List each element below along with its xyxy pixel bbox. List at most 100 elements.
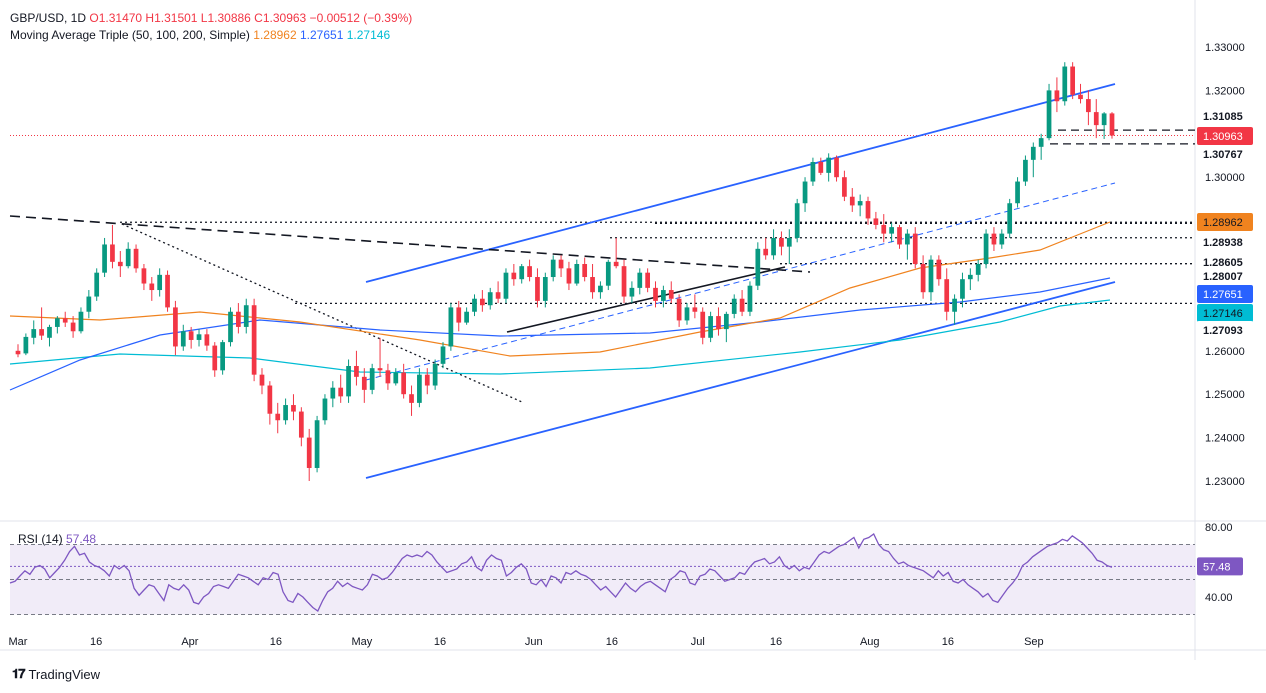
candle-body (1101, 113, 1107, 126)
candle-body (865, 201, 871, 219)
price-level-badge (1197, 233, 1253, 251)
candle-body (786, 237, 792, 247)
tradingview-logo-icon: 𝟏𝟕 (12, 667, 26, 682)
candle-body (409, 394, 414, 403)
candle-body (527, 266, 532, 278)
candle-body (1038, 138, 1044, 147)
candle-body (1030, 146, 1036, 160)
candle-body (739, 298, 745, 312)
candle-body (188, 331, 194, 340)
candle-body (983, 233, 989, 264)
ma100-value: 1.27651 (300, 28, 344, 42)
candle-body (975, 264, 981, 275)
candle-body (1007, 203, 1013, 234)
candle-body (920, 264, 926, 293)
candle-body (361, 376, 367, 390)
candle-body (393, 372, 399, 384)
candle-body (464, 311, 469, 323)
candle-body (747, 285, 753, 312)
rsi-value: 57.48 (66, 532, 97, 546)
time-tick-label: Jun (525, 636, 543, 648)
candle-body (661, 290, 666, 301)
candle-body (952, 298, 957, 312)
time-tick-label: 16 (434, 636, 446, 648)
price-level-badge (1197, 285, 1253, 303)
candle-body (731, 298, 737, 314)
price-level-label: 1.27093 (1203, 325, 1243, 337)
ma100-line (9, 277, 1111, 391)
candle-body (692, 307, 698, 312)
candle-body (629, 287, 635, 297)
time-tick-label: Sep (1024, 636, 1044, 648)
price-axis: 1.330001.320001.310001.300001.290001.280… (1197, 42, 1253, 604)
rsi-tick-label: 40.00 (1205, 592, 1233, 604)
candle-body (110, 244, 115, 262)
candle-body (928, 259, 934, 293)
price-level-badge (1197, 107, 1253, 125)
price-level-label: 1.30767 (1203, 149, 1243, 161)
candle-body (306, 437, 312, 468)
channel-upper-line (365, 83, 1116, 283)
candle-body (849, 196, 855, 206)
candle-body (511, 272, 517, 280)
candle-body (86, 296, 92, 312)
candle-body (621, 266, 627, 297)
rsi-title[interactable]: RSI (14) (18, 532, 63, 546)
candle-body (550, 259, 556, 278)
symbol-label[interactable]: GBP/USD, 1D (10, 11, 87, 25)
tradingview-brand[interactable]: 𝟏𝟕 TradingView (12, 667, 100, 682)
candle-body (338, 387, 344, 397)
candle-body (716, 316, 721, 330)
candle-body (802, 181, 808, 204)
candle-body (566, 268, 572, 284)
candle-body (1054, 90, 1060, 102)
ohlc-values: O1.31470 H1.31501 L1.30886 C1.30963 −0.0… (89, 11, 413, 25)
candle-body (700, 311, 706, 338)
candle-body (291, 405, 296, 412)
ma50-line (9, 221, 1111, 357)
candle-body (1062, 66, 1068, 102)
ohlc-row: GBP/USD, 1D O1.31470 H1.31501 L1.30886 C… (10, 10, 412, 27)
candle-body (912, 233, 918, 264)
candle-body (905, 233, 910, 245)
candle-body (542, 277, 548, 301)
price-level-badge (1197, 127, 1253, 145)
price-level-label: 1.28962 (1203, 217, 1243, 229)
candle-body (794, 203, 800, 238)
candle-body (456, 307, 462, 323)
candle-body (94, 272, 100, 297)
candle-body (117, 261, 123, 267)
time-tick-label: 16 (90, 636, 102, 648)
ma-indicator-title[interactable]: Moving Average Triple (50, 100, 200, Sim… (10, 28, 250, 42)
time-tick-label: 16 (942, 636, 954, 648)
candle-body (125, 248, 131, 267)
candle-body (999, 233, 1005, 245)
candle-body (180, 331, 186, 347)
time-tick-label: Apr (181, 636, 198, 648)
rsi-legend: RSI (14) 57.48 (18, 532, 96, 546)
candle-body (298, 411, 304, 438)
candle-body (755, 248, 761, 286)
candle-body (558, 259, 564, 269)
candle-body (31, 329, 37, 338)
candle-body (684, 307, 690, 321)
candle-body (889, 227, 894, 234)
candle-body (1070, 66, 1076, 95)
candle-body (401, 372, 407, 395)
candle-body (472, 298, 477, 312)
candle-body (810, 162, 816, 182)
candle-body (354, 365, 359, 377)
price-tick-label: 1.25000 (1205, 389, 1245, 401)
candle-body (54, 318, 60, 327)
candle-body (1109, 113, 1115, 136)
candle-body (1086, 99, 1091, 113)
candle-body (369, 368, 375, 390)
price-tick-label: 1.26000 (1205, 346, 1245, 358)
rsi-tick-label: 80.00 (1205, 522, 1233, 534)
price-tick-label: 1.33000 (1205, 42, 1245, 54)
candle-body (1078, 94, 1083, 100)
candle-body (259, 374, 265, 386)
channel-mid-line (365, 182, 1116, 381)
candle-body (991, 233, 997, 245)
candle-body (385, 370, 391, 384)
